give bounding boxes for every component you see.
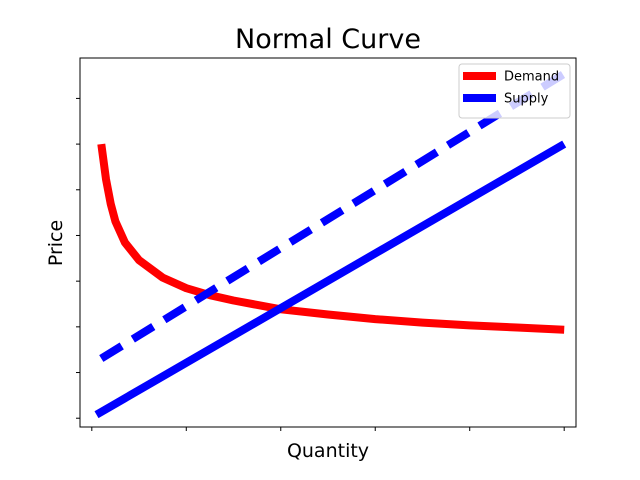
legend-label-demand: Demand xyxy=(504,70,559,85)
legend-label-supply: Supply xyxy=(504,92,549,107)
axis-ticks xyxy=(76,97,565,431)
y-axis-label: Price xyxy=(45,220,67,266)
x-axis-label: Quantity xyxy=(287,440,369,462)
supply-series-line xyxy=(94,140,567,419)
legend: Demand Supply xyxy=(458,63,571,119)
dashed-2-series-line xyxy=(99,70,567,362)
chart-title: Normal Curve xyxy=(235,24,421,55)
plot-frame xyxy=(79,57,577,428)
plot-lines xyxy=(94,70,567,419)
demand-series-line xyxy=(97,143,565,334)
